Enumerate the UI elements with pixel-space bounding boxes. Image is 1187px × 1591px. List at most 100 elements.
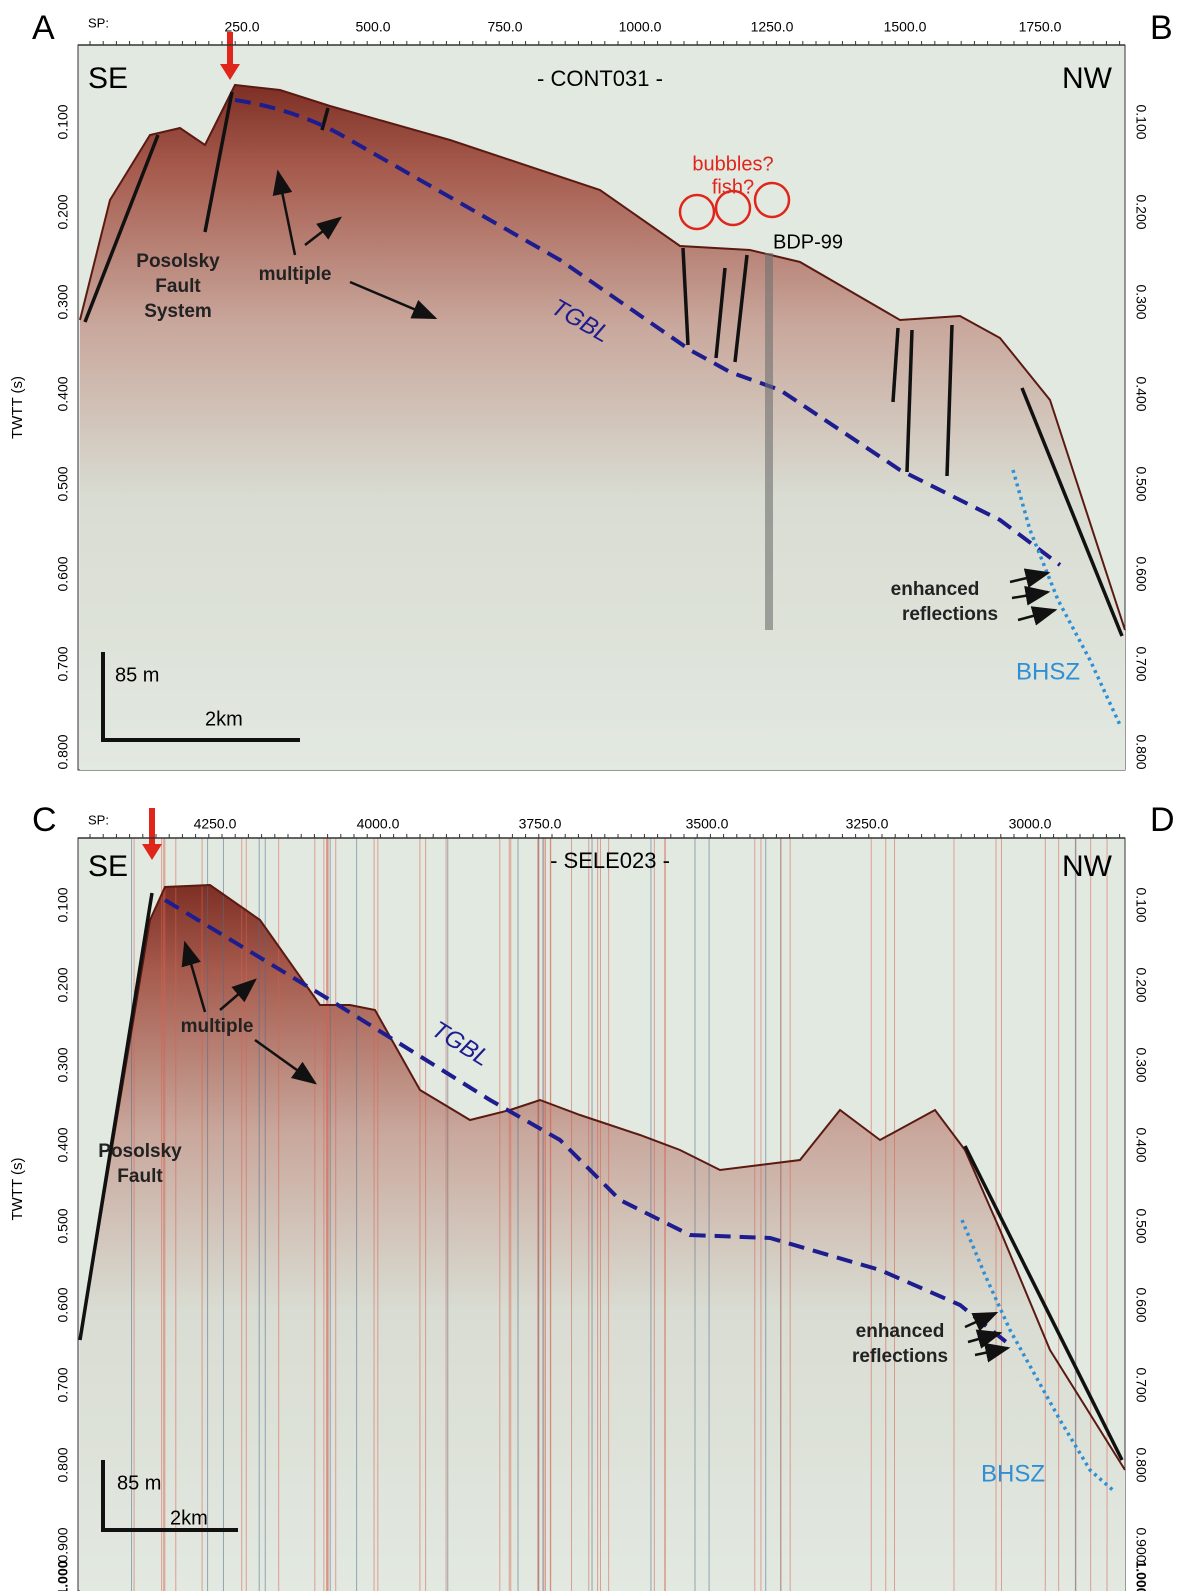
sp-label: SP: xyxy=(88,812,109,827)
sp-tick-label: 1000.0 xyxy=(619,19,662,35)
twtt-tick-label: 0.800 xyxy=(55,1447,71,1482)
twtt-tick-label-right: 0.500 xyxy=(1133,1208,1149,1243)
annotation-arrow xyxy=(349,280,438,320)
enhanced-label: enhanced xyxy=(891,579,980,600)
sp-tick-label: 1500.0 xyxy=(884,19,927,35)
sp-tick-label: 4250.0 xyxy=(194,816,237,832)
twtt-tick-label: 0.700 xyxy=(55,1367,71,1402)
twtt-tick-label: 0.600 xyxy=(55,1287,71,1322)
twtt-tick-label-right: 0.400 xyxy=(1133,376,1149,411)
twtt-tick-label: 0.400 xyxy=(55,1127,71,1162)
annotation-arrow xyxy=(974,1342,1011,1363)
sp-tick-label: 1750.0 xyxy=(1019,19,1062,35)
enhanced-label: reflections xyxy=(902,604,998,625)
fault-line xyxy=(681,247,690,346)
annotation-arrow xyxy=(304,216,342,246)
fault-line xyxy=(320,107,330,131)
fault-line xyxy=(905,329,914,473)
twtt-tick-label-right: 0.600 xyxy=(1133,556,1149,591)
axis-label: TWTT (s) xyxy=(9,376,26,439)
twtt-tick-label: 0.200 xyxy=(55,967,71,1002)
twtt-tick-label-right: 0.200 xyxy=(1133,967,1149,1002)
twtt-tick-label-right: 0.700 xyxy=(1133,1367,1149,1402)
annotation-arrow xyxy=(272,169,297,256)
profile-name: - CONT031 - xyxy=(537,66,663,91)
fault-label: System xyxy=(144,301,212,322)
bubble-circle xyxy=(678,193,716,231)
twtt-tick-label-right: 0.100 xyxy=(1133,887,1149,922)
borehole-label: BDP-99 xyxy=(773,231,843,253)
twtt-tick-label-right: 0.800 xyxy=(1133,734,1149,769)
twtt-tick-label: 0.800 xyxy=(55,734,71,769)
red-arrow-head xyxy=(220,64,240,80)
twtt-tick-label: 1.000 xyxy=(55,1560,71,1591)
twtt-tick-label: 0.700 xyxy=(55,646,71,681)
fault-label: Fault xyxy=(155,276,201,297)
scale-horizontal: 2km xyxy=(205,708,243,730)
sp-tick-label: 1250.0 xyxy=(751,19,794,35)
bubbles-label: fish? xyxy=(712,176,754,198)
annotation-arrow xyxy=(219,978,257,1011)
sp-tick-label: 3250.0 xyxy=(846,816,889,832)
annotation-arrow xyxy=(254,1038,318,1085)
twtt-tick-label-right: 1.000 xyxy=(1133,1560,1149,1591)
twtt-tick-label-right: 0.300 xyxy=(1133,1047,1149,1082)
twtt-tick-label-right: 0.300 xyxy=(1133,284,1149,319)
bhsz-label: BHSZ xyxy=(1016,658,1080,685)
twtt-tick-label: 0.200 xyxy=(55,194,71,229)
bubble-circle xyxy=(714,189,752,227)
twtt-tick-label-right: 0.500 xyxy=(1133,466,1149,501)
twtt-tick-label-right: 0.700 xyxy=(1133,646,1149,681)
annotation-arrow xyxy=(1011,585,1051,606)
sp-tick-label: 500.0 xyxy=(355,19,390,35)
bubbles-label: bubbles? xyxy=(692,153,773,175)
seafloor xyxy=(79,883,1126,1471)
tgbl-line xyxy=(163,898,1012,1347)
fault-line xyxy=(733,254,749,363)
fault-line xyxy=(78,892,154,1341)
red-arrow-head xyxy=(142,844,162,860)
fault-line xyxy=(714,267,727,359)
twtt-tick-label-right: 0.400 xyxy=(1133,1127,1149,1162)
fault-line xyxy=(963,1145,1124,1461)
panel: SP: 4250.0 4000.0 3750.0 3500.0 3250.0 3000.0 0… xyxy=(9,801,1175,1591)
seismic-section xyxy=(80,85,1125,770)
fault-line xyxy=(891,327,900,403)
scale-bar xyxy=(101,652,300,742)
scale-bar xyxy=(101,1460,238,1532)
scale-vertical: 85 m xyxy=(117,1472,161,1494)
fault-label: Fault xyxy=(117,1166,163,1187)
twtt-tick-label: 0.300 xyxy=(55,1047,71,1082)
borehole xyxy=(765,253,773,630)
scale-vertical: 85 m xyxy=(115,664,159,686)
direction: SE xyxy=(88,62,128,95)
twtt-tick-label: 0.400 xyxy=(55,376,71,411)
twtt-tick-label: 0.300 xyxy=(55,284,71,319)
panel-letter: A xyxy=(32,9,55,47)
fault-line xyxy=(83,134,160,323)
twtt-tick-label-right: 0.900 xyxy=(1133,1527,1149,1562)
annotation-arrow xyxy=(181,940,207,1013)
sp-label: SP: xyxy=(88,15,109,30)
sp-tick-label: 4000.0 xyxy=(357,816,400,832)
twtt-tick-label: 0.500 xyxy=(55,466,71,501)
direction: NW xyxy=(1062,62,1113,95)
multiple-label: multiple xyxy=(259,264,332,285)
annotation-arrow xyxy=(1017,606,1058,626)
enhanced-label: reflections xyxy=(852,1346,948,1367)
tgbl-line xyxy=(234,98,1062,567)
annotation-arrow xyxy=(1009,568,1051,588)
twtt-tick-label-right: 0.600 xyxy=(1133,1287,1149,1322)
seismic-section xyxy=(80,885,1125,1591)
bhsz-label: BHSZ xyxy=(981,1460,1045,1487)
sp-tick-label: 250.0 xyxy=(224,19,259,35)
direction: NW xyxy=(1062,850,1113,883)
bubble-circle xyxy=(753,181,791,219)
fault-line xyxy=(203,91,234,233)
twtt-tick-label: 0.600 xyxy=(55,556,71,591)
annotation-arrow xyxy=(964,1311,999,1332)
sp-tick-label: 3500.0 xyxy=(686,816,729,832)
